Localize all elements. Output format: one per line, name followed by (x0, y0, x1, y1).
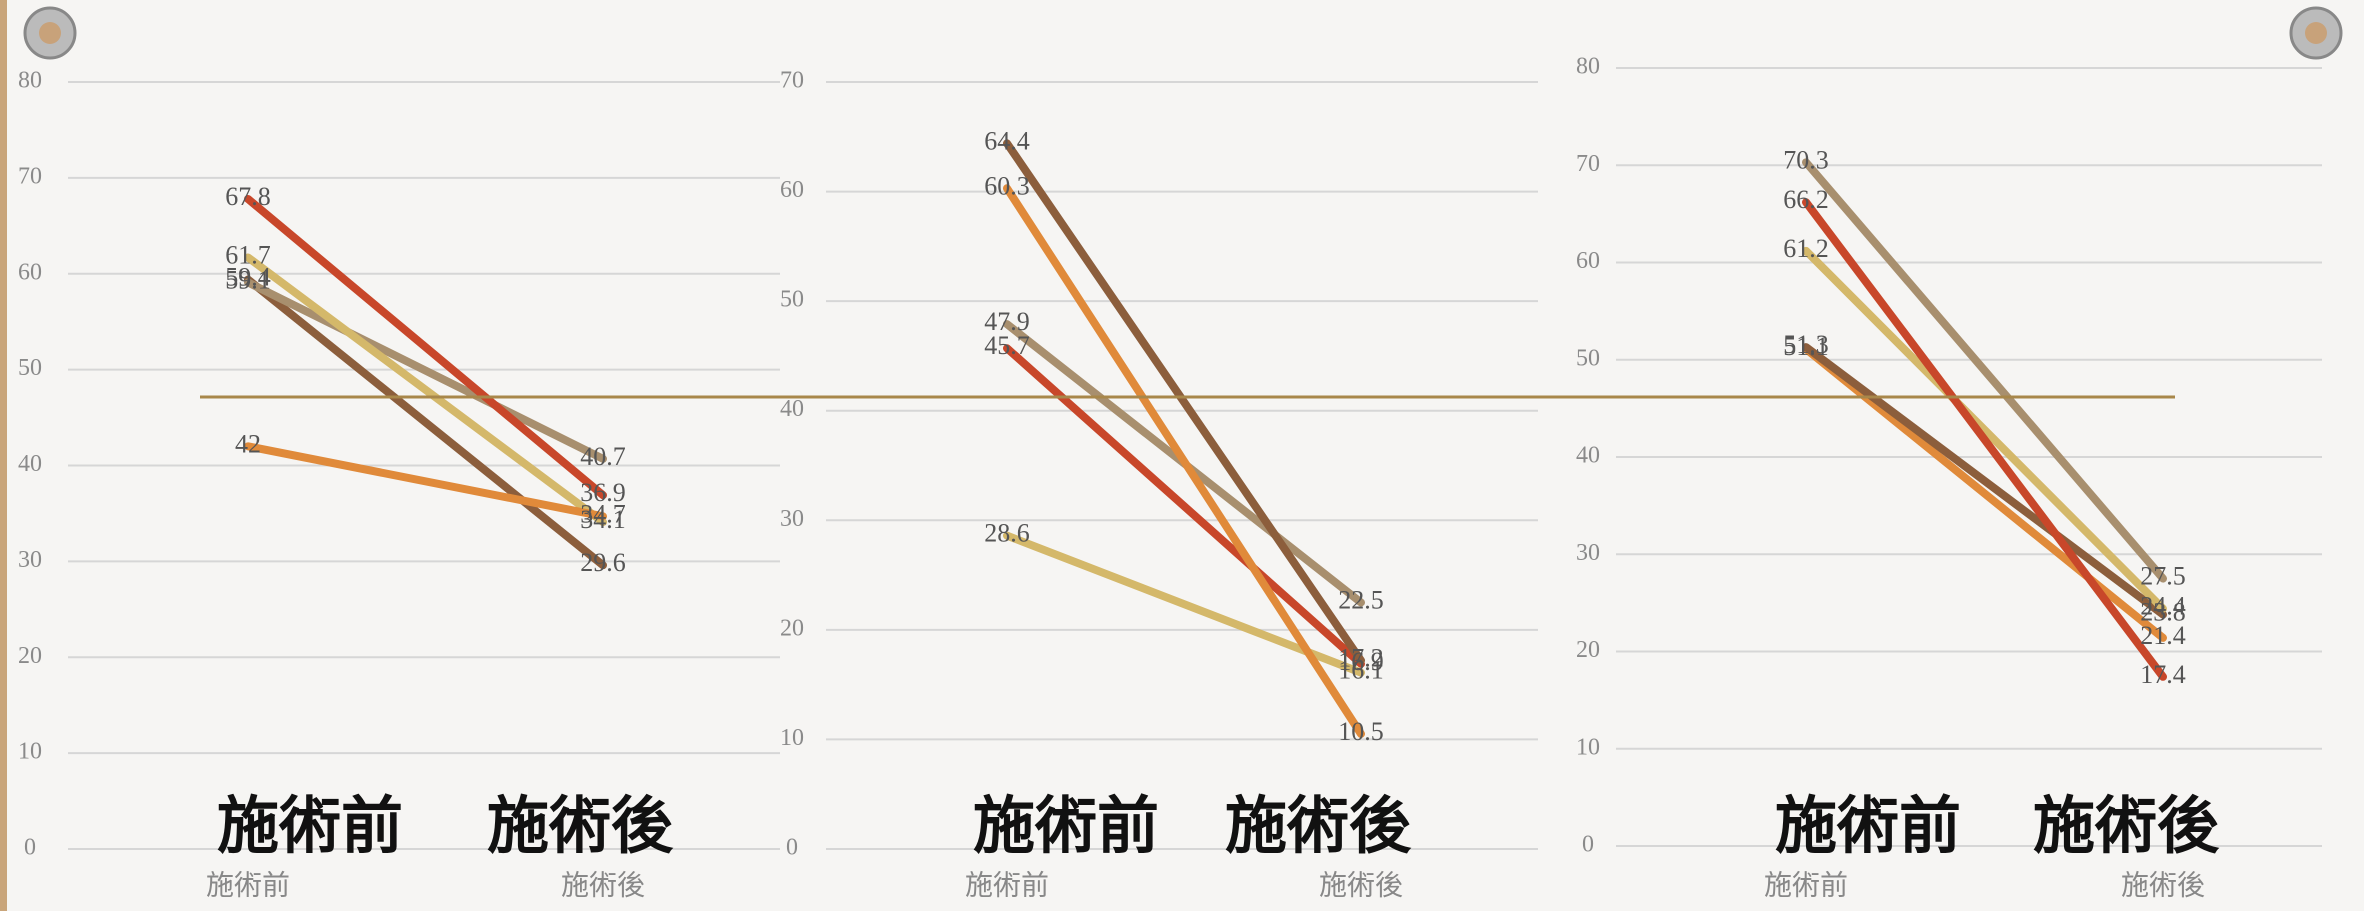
value-label: 40.7 (580, 442, 626, 471)
value-label: 24.4 (2140, 592, 2186, 621)
value-label: 61.2 (1783, 234, 1829, 263)
y-tick-label: 40 (18, 451, 42, 477)
y-tick-label: 70 (780, 68, 804, 94)
y-tick-label: 30 (780, 506, 804, 532)
value-label: 66.2 (1783, 185, 1829, 214)
y-tick-label: 10 (780, 725, 804, 751)
value-label: 17.2 (1338, 644, 1384, 673)
series-line (244, 253, 607, 527)
y-tick-label: 0 (1582, 832, 1594, 858)
caption: 施術後 (487, 789, 674, 862)
series-line (244, 275, 607, 570)
value-label: 10.5 (1338, 717, 1384, 746)
y-tick-label: 60 (780, 177, 804, 203)
series-line (1003, 139, 1365, 665)
series-line (244, 278, 607, 463)
value-label: 60.3 (984, 171, 1030, 200)
pin-center (2305, 22, 2327, 44)
x-tick-label: 施術前 (965, 869, 1049, 901)
y-tick-label: 60 (1576, 248, 1600, 274)
y-tick-label: 20 (18, 643, 42, 669)
caption: 施術後 (2033, 789, 2220, 862)
y-tick-label: 60 (18, 259, 42, 285)
y-tick-label: 70 (1576, 151, 1600, 177)
value-label: 45.7 (984, 331, 1030, 360)
value-label: 64.4 (984, 126, 1030, 155)
y-tick-label: 0 (24, 835, 36, 861)
value-label: 36.9 (580, 478, 626, 507)
value-label: 29.6 (580, 548, 626, 577)
value-label: 17.4 (2140, 660, 2186, 689)
value-label: 47.9 (984, 307, 1030, 336)
x-tick-label: 施術後 (1319, 869, 1403, 901)
y-tick-label: 30 (18, 547, 42, 573)
x-tick-label: 施術後 (561, 869, 645, 901)
value-label: 27.5 (2140, 562, 2186, 591)
value-label: 16.1 (1338, 656, 1384, 685)
value-label: 34.1 (580, 505, 626, 534)
series-line (244, 194, 607, 500)
y-tick-label: 80 (18, 68, 42, 94)
y-tick-label: 30 (1576, 540, 1600, 566)
value-label: 61.7 (225, 240, 271, 269)
caption: 施術前 (1775, 789, 1961, 862)
y-tick-label: 50 (780, 287, 804, 313)
series-line (1802, 343, 2167, 619)
value-label: 51.1 (1783, 332, 1829, 361)
left-edge (0, 0, 7, 911)
series-line (1003, 344, 1365, 668)
y-tick-label: 20 (780, 615, 804, 641)
x-tick-label: 施術前 (206, 869, 290, 901)
x-tick-label: 施術前 (1764, 869, 1848, 901)
y-tick-label: 20 (1576, 637, 1600, 663)
value-label: 28.6 (984, 519, 1030, 548)
caption: 施術後 (1225, 789, 1412, 862)
value-label: 21.4 (2140, 621, 2186, 650)
value-label: 67.8 (225, 182, 271, 211)
series-line (1802, 198, 2167, 681)
series-line (1802, 158, 2167, 583)
y-tick-label: 10 (1576, 734, 1600, 760)
series-line (1802, 246, 2167, 613)
value-label: 42 (235, 429, 261, 458)
pin-center (39, 22, 61, 44)
y-tick-label: 70 (18, 163, 42, 189)
y-tick-label: 0 (786, 835, 798, 861)
value-label: 23.8 (2140, 598, 2186, 627)
series-line (1802, 345, 2167, 642)
charts: 01020304050607080施術前施術前施術後施術後59.429.659.… (18, 54, 2322, 901)
y-tick-label: 40 (1576, 443, 1600, 469)
y-tick-label: 40 (780, 396, 804, 422)
series-line (244, 442, 607, 521)
x-tick-label: 施術後 (2121, 869, 2205, 901)
value-label: 34.7 (580, 499, 626, 528)
y-tick-label: 50 (18, 355, 42, 381)
caption: 施術前 (973, 789, 1159, 862)
value-label: 59.4 (225, 262, 271, 291)
y-tick-label: 10 (18, 739, 42, 765)
y-tick-label: 50 (1576, 345, 1600, 371)
value-label: 51.3 (1783, 330, 1829, 359)
value-label: 16.9 (1338, 647, 1384, 676)
caption: 施術前 (217, 789, 403, 862)
value-label: 22.5 (1338, 585, 1384, 614)
value-label: 59.1 (225, 265, 271, 294)
series-line (1003, 184, 1365, 738)
value-label: 70.3 (1783, 145, 1829, 174)
y-tick-label: 80 (1576, 54, 1600, 80)
